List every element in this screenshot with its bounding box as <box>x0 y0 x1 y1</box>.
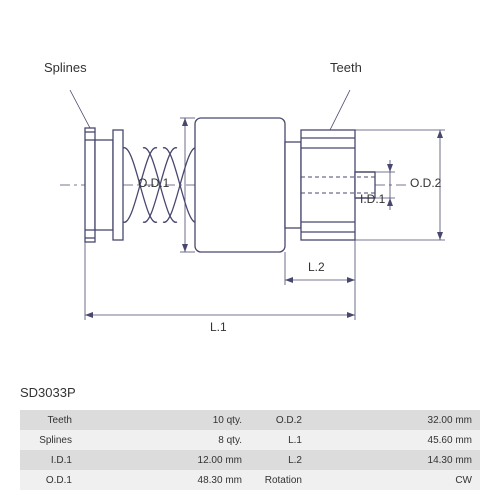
technical-diagram: Splines Teeth O.D.1 I.D.1 O.D.2 L.2 L.1 <box>50 70 450 350</box>
cell-value: 10 qty. <box>80 415 250 426</box>
l2-label: L.2 <box>308 260 325 274</box>
cell-value: CW <box>310 475 480 486</box>
cell-label: Splines <box>20 435 80 446</box>
cell-label: O.D.2 <box>250 415 310 426</box>
spec-table: Teeth 10 qty. O.D.2 32.00 mm Splines 8 q… <box>20 410 480 490</box>
cell-label: Teeth <box>20 415 80 426</box>
od1-label: O.D.1 <box>138 176 169 190</box>
drawing-svg <box>50 70 450 350</box>
cell-value: 8 qty. <box>80 435 250 446</box>
teeth-label: Teeth <box>330 60 362 75</box>
cell-value: 32.00 mm <box>310 415 480 426</box>
table-row: I.D.1 12.00 mm L.2 14.30 mm <box>20 450 480 470</box>
id1-label: I.D.1 <box>360 192 385 206</box>
cell-label: O.D.1 <box>20 475 80 486</box>
cell-label: I.D.1 <box>20 455 80 466</box>
cell-label: L.2 <box>250 455 310 466</box>
cell-label: Rotation <box>250 475 310 486</box>
cell-value: 12.00 mm <box>80 455 250 466</box>
cell-value: 14.30 mm <box>310 455 480 466</box>
splines-label: Splines <box>44 60 87 75</box>
od2-label: O.D.2 <box>410 176 441 190</box>
table-row: O.D.1 48.30 mm Rotation CW <box>20 470 480 490</box>
table-row: Splines 8 qty. L.1 45.60 mm <box>20 430 480 450</box>
cell-value: 45.60 mm <box>310 435 480 446</box>
cell-label: L.1 <box>250 435 310 446</box>
cell-value: 48.30 mm <box>80 475 250 486</box>
l1-label: L.1 <box>210 320 227 334</box>
part-code: SD3033P <box>20 385 76 400</box>
table-row: Teeth 10 qty. O.D.2 32.00 mm <box>20 410 480 430</box>
